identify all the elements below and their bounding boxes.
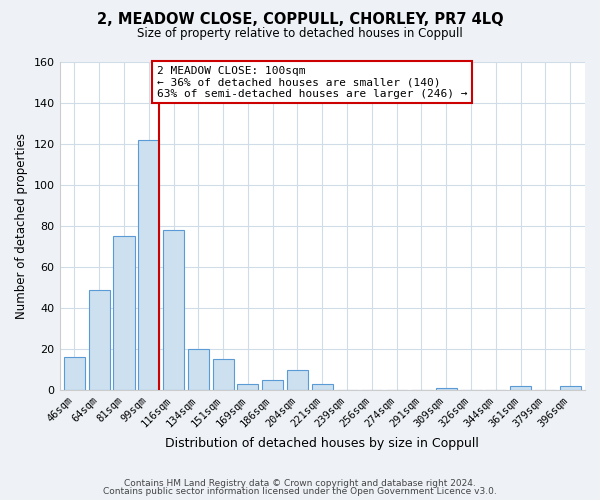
Text: 2, MEADOW CLOSE, COPPULL, CHORLEY, PR7 4LQ: 2, MEADOW CLOSE, COPPULL, CHORLEY, PR7 4… (97, 12, 503, 28)
Bar (312, 384, 333, 390)
Bar (188, 349, 209, 390)
Bar (163, 230, 184, 390)
Y-axis label: Number of detached properties: Number of detached properties (15, 133, 28, 319)
Bar (113, 236, 134, 390)
Bar (560, 386, 581, 390)
Text: 2 MEADOW CLOSE: 100sqm
← 36% of detached houses are smaller (140)
63% of semi-de: 2 MEADOW CLOSE: 100sqm ← 36% of detached… (157, 66, 467, 99)
Bar (64, 358, 85, 390)
Bar (287, 370, 308, 390)
Bar (510, 386, 531, 390)
Bar (436, 388, 457, 390)
Text: Contains public sector information licensed under the Open Government Licence v3: Contains public sector information licen… (103, 487, 497, 496)
Bar (238, 384, 259, 390)
X-axis label: Distribution of detached houses by size in Coppull: Distribution of detached houses by size … (166, 437, 479, 450)
Bar (89, 290, 110, 390)
Bar (212, 360, 233, 390)
Bar (262, 380, 283, 390)
Bar (138, 140, 160, 390)
Text: Contains HM Land Registry data © Crown copyright and database right 2024.: Contains HM Land Registry data © Crown c… (124, 478, 476, 488)
Text: Size of property relative to detached houses in Coppull: Size of property relative to detached ho… (137, 28, 463, 40)
